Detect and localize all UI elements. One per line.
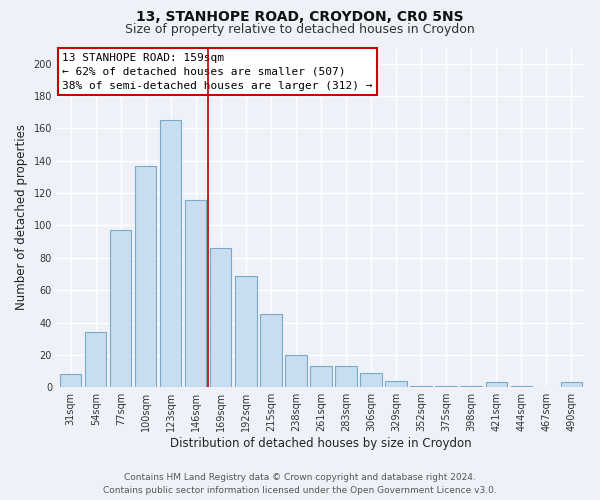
Bar bbox=[511, 386, 532, 387]
Text: Contains HM Land Registry data © Crown copyright and database right 2024.
Contai: Contains HM Land Registry data © Crown c… bbox=[103, 473, 497, 495]
Bar bbox=[185, 200, 206, 387]
Bar bbox=[85, 332, 106, 387]
Bar bbox=[235, 276, 257, 387]
Bar bbox=[335, 366, 356, 387]
Bar bbox=[135, 166, 157, 387]
Bar bbox=[436, 386, 457, 387]
Bar bbox=[310, 366, 332, 387]
X-axis label: Distribution of detached houses by size in Croydon: Distribution of detached houses by size … bbox=[170, 437, 472, 450]
Bar bbox=[361, 372, 382, 387]
Bar bbox=[410, 386, 432, 387]
Bar bbox=[60, 374, 82, 387]
Bar bbox=[285, 355, 307, 387]
Bar bbox=[385, 380, 407, 387]
Bar bbox=[110, 230, 131, 387]
Bar bbox=[485, 382, 507, 387]
Text: 13, STANHOPE ROAD, CROYDON, CR0 5NS: 13, STANHOPE ROAD, CROYDON, CR0 5NS bbox=[136, 10, 464, 24]
Text: 13 STANHOPE ROAD: 159sqm
← 62% of detached houses are smaller (507)
38% of semi-: 13 STANHOPE ROAD: 159sqm ← 62% of detach… bbox=[62, 52, 373, 90]
Text: Size of property relative to detached houses in Croydon: Size of property relative to detached ho… bbox=[125, 22, 475, 36]
Bar bbox=[460, 386, 482, 387]
Y-axis label: Number of detached properties: Number of detached properties bbox=[15, 124, 28, 310]
Bar bbox=[260, 314, 281, 387]
Bar bbox=[560, 382, 582, 387]
Bar bbox=[160, 120, 181, 387]
Bar bbox=[210, 248, 232, 387]
